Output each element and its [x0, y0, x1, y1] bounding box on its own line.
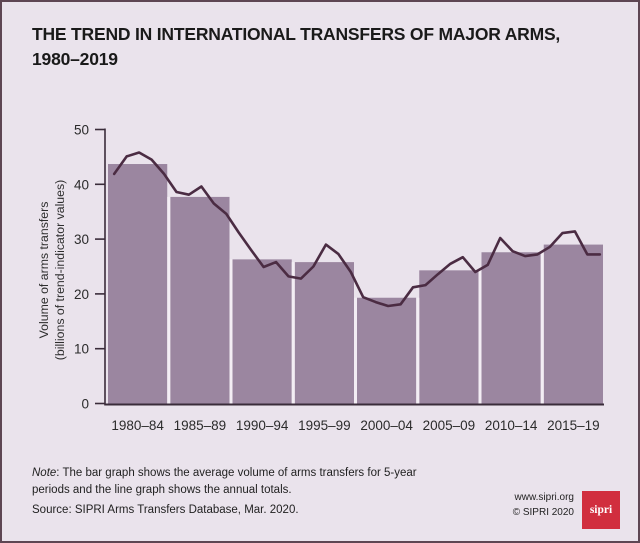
footer-links: www.sipri.org © SIPRI 2020 — [444, 491, 574, 520]
y-axis-title-line1: Volume of arms transfers — [37, 202, 51, 339]
x-tick-label: 1990–94 — [236, 418, 289, 433]
bar-gap — [540, 252, 544, 404]
y-tick-label: 40 — [74, 177, 89, 192]
y-tick-label: 20 — [74, 287, 89, 302]
y-tick-label: 0 — [81, 397, 89, 412]
x-tick-label: 1980–84 — [111, 418, 164, 433]
note-text: Note: The bar graph shows the average vo… — [32, 465, 417, 498]
bar-gap — [291, 262, 295, 404]
note-body: : The bar graph shows the average volume… — [32, 467, 417, 496]
x-tick-label: 2015–19 — [547, 418, 600, 433]
title-line-2: 1980–2019 — [32, 48, 118, 69]
bar-gap — [478, 270, 482, 404]
sipri-logo-text: sipri — [589, 504, 613, 516]
bar — [419, 270, 479, 404]
x-tick-label: 2010–14 — [485, 418, 538, 433]
bar-gap — [416, 297, 420, 404]
x-tick-label: 1985–89 — [174, 418, 227, 433]
y-tick-label: 50 — [74, 123, 89, 138]
bar — [232, 259, 292, 404]
x-tick-label: 2005–09 — [423, 418, 476, 433]
bar-gap — [354, 297, 357, 404]
bar-gap — [167, 196, 171, 404]
bar — [357, 297, 417, 404]
page-title: THE TREND IN INTERNATIONAL TRANSFERS OF … — [32, 22, 612, 72]
bar — [170, 196, 230, 404]
bar — [481, 252, 541, 404]
y-tick-label: 10 — [74, 342, 89, 357]
source-label: Source — [32, 504, 69, 516]
x-tick-label: 1995–99 — [298, 418, 351, 433]
annual-totals-line — [112, 151, 602, 308]
copyright: © SIPRI 2020 — [512, 506, 574, 518]
note-label: Note — [32, 467, 57, 479]
bar — [543, 244, 603, 404]
website-url: www.sipri.org — [514, 492, 574, 503]
bar — [294, 262, 354, 404]
y-tick-label: 30 — [74, 232, 89, 247]
y-axis-title-line2: (billions of trend-indicator values) — [53, 180, 67, 360]
x-tick-label: 2000–04 — [360, 418, 413, 433]
source-body: : SIPRI Arms Transfers Database, Mar. 20… — [68, 504, 299, 516]
bar-gap — [229, 259, 233, 404]
sipri-logo: sipri — [582, 491, 620, 529]
title-line-1: THE TREND IN INTERNATIONAL TRANSFERS OF … — [32, 24, 561, 44]
source-text: Source: SIPRI Arms Transfers Database, M… — [32, 504, 452, 516]
bar — [108, 164, 168, 404]
